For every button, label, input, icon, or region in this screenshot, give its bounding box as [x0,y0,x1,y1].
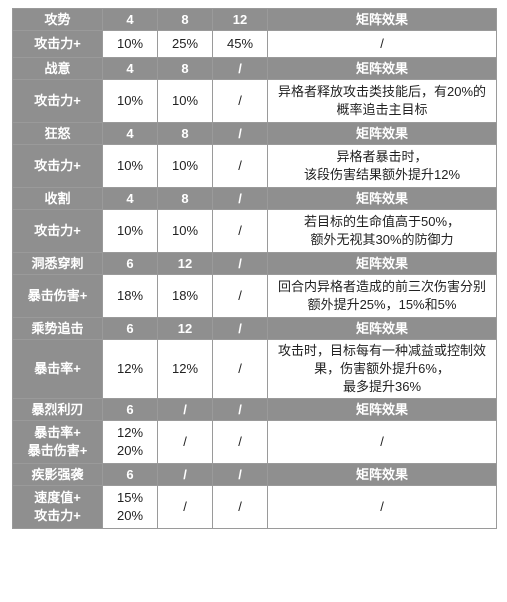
tier-1-header: 4 [102,122,158,145]
tier-1-header: 6 [102,398,158,421]
set-name: 收割 [12,187,103,210]
tier-2-value: / [157,420,213,464]
tier-3-header: / [212,187,268,210]
effect-text: 异格者暴击时， 该段伤害结果额外提升12% [267,144,497,188]
set-header-row: 疾影强袭 6// 矩阵效果 [12,463,497,486]
tier-2-header: 8 [157,187,213,210]
tier-2-header: 12 [157,317,213,340]
stat-name: 暴击率+ [12,339,103,399]
set-data-row: 暴击率+ 暴击伤害+ 12% 20% / / / [12,420,497,464]
tier-3-header: / [212,398,268,421]
tier-2-value: 10% [157,79,213,123]
matrix-table: 攻势 4 8 12 矩阵效果 攻击力+ 10% 25% 45% / 战意 4 8/矩阵效果 攻击力+ 10%… [12,8,497,529]
tier-2-value: / [157,485,213,529]
tier-3-value: / [212,209,268,253]
set-data-row: 攻击力+ 10% 10% / 异格者释放攻击类技能后，有20%的 概率追击主目标 [12,79,497,123]
tier-3-header: / [212,252,268,275]
tier-1-value: 10% [102,30,158,58]
tier-1-header: 6 [102,252,158,275]
set-name: 攻势 [12,8,103,31]
tier-1-value: 10% [102,144,158,188]
effect-text: 异格者释放攻击类技能后，有20%的 概率追击主目标 [267,79,497,123]
effect-header: 矩阵效果 [267,398,497,421]
tier-1-value: 10% [102,79,158,123]
set-header-row: 乘势追击 6 12/矩阵效果 [12,317,497,340]
tier-2-value: 18% [157,274,213,318]
set-name: 狂怒 [12,122,103,145]
stat-name: 攻击力+ [12,79,103,123]
stat-name: 攻击力+ [12,30,103,58]
set-header-row: 战意 4 8/矩阵效果 [12,57,497,80]
tier-2-header: / [157,463,213,486]
effect-text: 回合内异格者造成的前三次伤害分别 额外提升25%，15%和5% [267,274,497,318]
set-data-row: 暴击率+ 12% 12% / 攻击时，目标每有一种减益或控制效 果，伤害额外提升6%， … [12,339,497,399]
effect-text: 若目标的生命值高于50%， 额外无视其30%的防御力 [267,209,497,253]
tier-2-value: 10% [157,144,213,188]
stat-name: 速度值+ 攻击力+ [12,485,103,529]
set-data-row: 攻击力+ 10% 25% 45% / [12,30,497,58]
set-header-row: 收割 4 8/矩阵效果 [12,187,497,210]
tier-2-value: 25% [157,30,213,58]
set-name: 暴烈利刃 [12,398,103,421]
effect-text: / [267,30,497,58]
set-name: 洞悉穿刺 [12,252,103,275]
tier-3-value: / [212,339,268,399]
tier-1-value: 12% 20% [102,420,158,464]
tier-2-header: 12 [157,252,213,275]
set-name: 乘势追击 [12,317,103,340]
tier-3-value: 45% [212,30,268,58]
set-header-row: 洞悉穿刺 6 12/矩阵效果 [12,252,497,275]
effect-text: / [267,485,497,529]
stat-name: 攻击力+ [12,144,103,188]
effect-text: 攻击时，目标每有一种减益或控制效 果，伤害额外提升6%， 最多提升36% [267,339,497,399]
set-name: 疾影强袭 [12,463,103,486]
stat-name: 暴击率+ 暴击伤害+ [12,420,103,464]
tier-1-value: 18% [102,274,158,318]
tier-3-value: / [212,79,268,123]
tier-1-header: 4 [102,187,158,210]
tier-2-header: / [157,398,213,421]
effect-header: 矩阵效果 [267,122,497,145]
set-data-row: 攻击力+ 10% 10% / 若目标的生命值高于50%， 额外无视其30%的防御力 [12,209,497,253]
tier-1-value: 12% [102,339,158,399]
effect-header: 矩阵效果 [267,57,497,80]
set-header-row: 狂怒 4 8/矩阵效果 [12,122,497,145]
matrix-table-body: 攻势 4 8 12 矩阵效果 攻击力+ 10% 25% 45% / 战意 4 8/矩阵效果 攻击力+ 10%… [12,8,497,529]
tier-2-value: 12% [157,339,213,399]
tier-2-header: 8 [157,122,213,145]
tier-3-header: / [212,317,268,340]
tier-3-value: / [212,144,268,188]
tier-1-header: 4 [102,57,158,80]
effect-header: 矩阵效果 [267,463,497,486]
tier-3-value: / [212,274,268,318]
set-data-row: 速度值+ 攻击力+ 15% 20% / / / [12,485,497,529]
tier-1-value: 10% [102,209,158,253]
set-data-row: 攻击力+ 10% 10% / 异格者暴击时， 该段伤害结果额外提升12% [12,144,497,188]
tier-3-header: / [212,122,268,145]
tier-3-header: / [212,463,268,486]
effect-header: 矩阵效果 [267,317,497,340]
tier-2-header: 8 [157,57,213,80]
tier-1-header: 4 [102,8,158,31]
effect-text: / [267,420,497,464]
tier-3-value: / [212,485,268,529]
set-header-row: 暴烈利刃 6// 矩阵效果 [12,398,497,421]
tier-3-header: / [212,57,268,80]
tier-1-header: 6 [102,317,158,340]
stat-name: 攻击力+ [12,209,103,253]
tier-2-header: 8 [157,8,213,31]
set-data-row: 暴击伤害+ 18% 18% / 回合内异格者造成的前三次伤害分别 额外提升25%，15%… [12,274,497,318]
set-header-row: 攻势 4 8 12 矩阵效果 [12,8,497,31]
tier-3-value: / [212,420,268,464]
stat-name: 暴击伤害+ [12,274,103,318]
tier-3-header: 12 [212,8,268,31]
effect-header: 矩阵效果 [267,8,497,31]
effect-header: 矩阵效果 [267,187,497,210]
tier-2-value: 10% [157,209,213,253]
set-name: 战意 [12,57,103,80]
effect-header: 矩阵效果 [267,252,497,275]
tier-1-header: 6 [102,463,158,486]
tier-1-value: 15% 20% [102,485,158,529]
